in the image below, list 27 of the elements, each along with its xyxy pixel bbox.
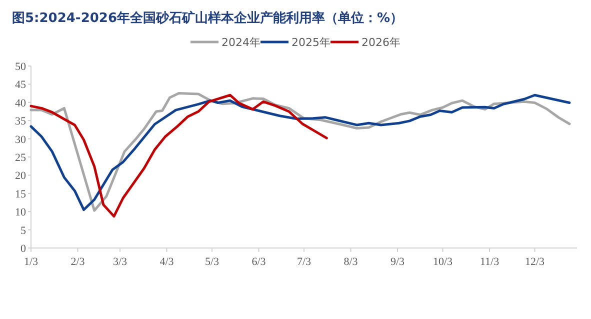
x-tick-label: 7/3 bbox=[296, 256, 312, 268]
x-tick-label: 12/3 bbox=[524, 256, 546, 268]
x-tick-label: 8/3 bbox=[344, 256, 358, 268]
y-tick-label: 20 bbox=[15, 170, 26, 182]
y-tick-label: 45 bbox=[15, 79, 26, 92]
x-tick-label: 2/3 bbox=[70, 256, 86, 268]
y-tick-label: 5 bbox=[20, 224, 26, 237]
y-tick-label: 35 bbox=[15, 116, 26, 128]
y-tick-label: 0 bbox=[20, 243, 26, 255]
y-tick-label: 30 bbox=[15, 134, 26, 146]
x-tick-label: 1/3 bbox=[24, 256, 39, 268]
x-tick-label: 6/3 bbox=[252, 256, 266, 268]
x-tick-label: 11/3 bbox=[480, 256, 500, 268]
x-tick-label: 9/3 bbox=[390, 256, 406, 268]
x-tick-label: 10/3 bbox=[432, 256, 454, 268]
legend-label: 2024年 bbox=[222, 36, 260, 49]
y-tick-label: 40 bbox=[15, 97, 26, 110]
title: 图5:2024-2026年全国砂石矿山样本企业产能利用率（单位：%） bbox=[12, 11, 404, 26]
y-tick-label: 25 bbox=[15, 152, 26, 164]
y-tick-label: 10 bbox=[15, 206, 26, 219]
y-tick-label: 50 bbox=[15, 61, 26, 73]
legend-label: 2025年 bbox=[292, 36, 330, 49]
x-tick-label: 5/3 bbox=[204, 256, 220, 268]
x-tick-label: 4/3 bbox=[160, 256, 174, 268]
legend-label: 2026年 bbox=[362, 36, 400, 49]
y-tick-label: 15 bbox=[15, 188, 26, 200]
x-tick-label: 3/3 bbox=[112, 256, 128, 268]
